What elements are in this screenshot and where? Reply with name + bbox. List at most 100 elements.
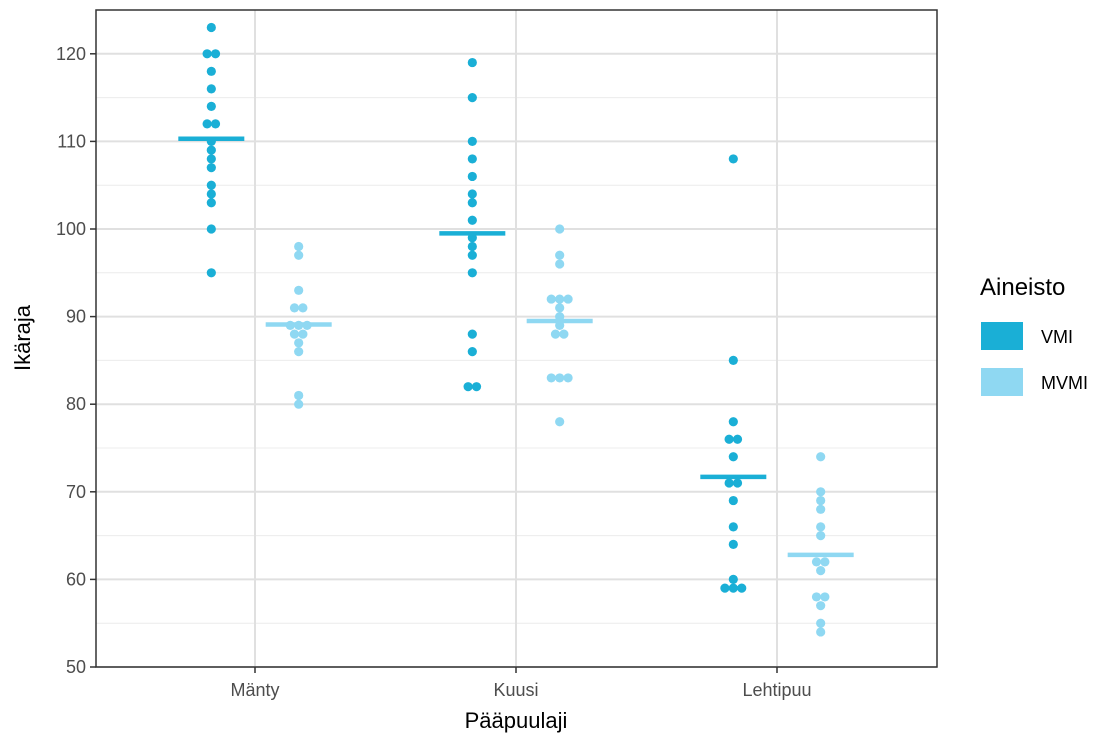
data-point-mvmi xyxy=(550,329,561,339)
data-point-vmi xyxy=(732,434,743,444)
data-point-vmi xyxy=(467,57,477,68)
data-point-mvmi xyxy=(555,303,565,313)
data-point-vmi xyxy=(206,154,216,164)
y-tick-label: 80 xyxy=(66,394,86,414)
data-point-mvmi xyxy=(559,329,569,339)
legend: Aineisto VMI MVMI xyxy=(980,274,1088,396)
data-point-vmi xyxy=(728,539,738,549)
data-point-mvmi xyxy=(816,495,826,506)
data-point-vmi xyxy=(467,215,477,225)
data-point-vmi xyxy=(206,189,216,199)
axes: 50 60 70 80 90 100 110 120 Mänty Kuusi Lehtipuu xyxy=(56,44,812,700)
legend-label-vmi: VMI xyxy=(1041,327,1073,347)
y-axis-title: Ikäraja xyxy=(10,304,35,371)
data-point-vmi xyxy=(206,224,216,234)
data-point-mvmi xyxy=(816,504,826,514)
data-point-mvmi xyxy=(555,224,565,234)
data-point-mvmi xyxy=(816,566,826,576)
data-point-vmi xyxy=(737,583,747,593)
data-point-vmi xyxy=(467,329,477,339)
data-point-mvmi xyxy=(294,338,304,348)
data-point-vmi xyxy=(467,171,477,182)
data-point-vmi xyxy=(724,478,734,488)
data-point-mvmi xyxy=(294,250,304,260)
data-point-vmi xyxy=(463,382,473,392)
y-tick-label: 70 xyxy=(66,482,86,502)
data-point-vmi xyxy=(724,434,734,444)
data-points xyxy=(178,22,854,637)
data-point-mvmi xyxy=(289,303,300,313)
data-point-mvmi xyxy=(294,241,304,252)
y-tick-label: 60 xyxy=(66,569,86,589)
data-point-vmi xyxy=(202,119,212,129)
data-point-mvmi xyxy=(816,618,826,628)
data-point-vmi xyxy=(728,417,738,427)
data-point-mvmi xyxy=(811,557,822,567)
data-point-vmi xyxy=(206,145,216,155)
data-point-vmi xyxy=(728,452,738,462)
data-point-vmi xyxy=(728,355,738,365)
y-tick-label: 110 xyxy=(57,131,86,151)
data-point-vmi xyxy=(467,189,477,199)
data-point-mvmi xyxy=(555,417,565,427)
data-point-vmi xyxy=(206,180,216,190)
data-point-vmi xyxy=(206,163,216,173)
data-point-mvmi xyxy=(816,627,826,637)
legend-key-vmi xyxy=(981,322,1023,350)
data-point-mvmi xyxy=(294,285,304,295)
data-point-mvmi xyxy=(555,259,565,269)
data-point-vmi xyxy=(728,495,738,506)
data-point-mvmi xyxy=(816,452,826,462)
data-point-vmi xyxy=(210,49,221,59)
data-point-mvmi xyxy=(289,329,300,339)
legend-key-mvmi xyxy=(981,368,1023,396)
data-point-mvmi xyxy=(294,347,304,357)
data-point-vmi xyxy=(728,583,738,593)
data-point-vmi xyxy=(206,198,216,208)
data-point-mvmi xyxy=(820,592,830,602)
grid xyxy=(96,10,937,668)
data-point-mvmi xyxy=(820,557,830,567)
data-point-mvmi xyxy=(555,294,565,304)
data-point-vmi xyxy=(467,198,477,208)
data-point-vmi xyxy=(467,93,477,103)
data-point-vmi xyxy=(467,154,477,164)
data-point-vmi xyxy=(206,101,216,111)
data-point-vmi xyxy=(467,250,477,260)
data-point-mvmi xyxy=(555,250,565,260)
legend-label-mvmi: MVMI xyxy=(1041,373,1088,393)
x-tick-label: Lehtipuu xyxy=(742,680,811,700)
data-point-mvmi xyxy=(298,303,308,313)
data-point-vmi xyxy=(471,382,482,392)
data-point-mvmi xyxy=(563,294,573,304)
data-point-mvmi xyxy=(816,522,826,532)
x-tick-label: Kuusi xyxy=(493,680,538,700)
data-point-vmi xyxy=(720,583,730,593)
data-point-mvmi xyxy=(816,601,826,611)
data-point-vmi xyxy=(206,268,216,278)
legend-title: Aineisto xyxy=(980,274,1065,301)
data-point-vmi xyxy=(467,268,477,278)
data-point-mvmi xyxy=(546,294,556,304)
data-point-vmi xyxy=(467,241,477,252)
x-tick-label: Mänty xyxy=(230,680,279,700)
y-tick-label: 90 xyxy=(66,307,86,327)
y-tick-label: 50 xyxy=(66,657,86,677)
x-axis-title: Pääpuulaji xyxy=(465,708,568,733)
data-point-vmi xyxy=(467,347,477,357)
data-point-mvmi xyxy=(816,531,826,541)
data-point-mvmi xyxy=(563,373,573,383)
data-point-vmi xyxy=(732,478,743,488)
data-point-vmi xyxy=(728,574,738,585)
data-point-vmi xyxy=(206,22,216,33)
data-point-vmi xyxy=(467,136,477,146)
data-point-vmi xyxy=(202,49,212,59)
data-point-vmi xyxy=(728,522,738,532)
y-tick-label: 120 xyxy=(56,44,86,64)
data-point-vmi xyxy=(206,84,216,94)
data-point-vmi xyxy=(210,119,221,129)
data-point-mvmi xyxy=(294,399,304,409)
data-point-vmi xyxy=(728,154,738,164)
data-point-mvmi xyxy=(811,592,822,602)
